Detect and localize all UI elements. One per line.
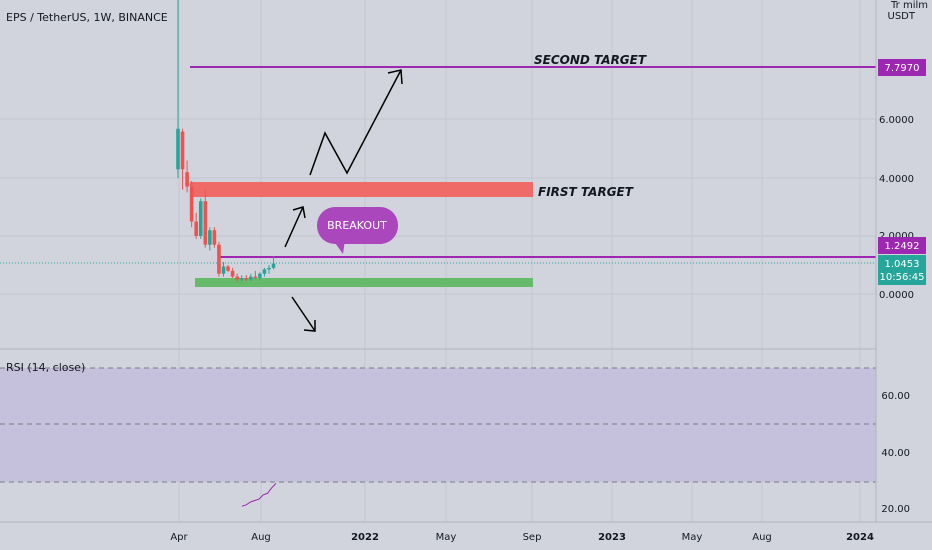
rsi-y-tick: 60.00 <box>881 391 910 402</box>
candle-down[interactable] <box>226 266 230 271</box>
candle-down[interactable] <box>230 270 235 277</box>
y-tick: 4.0000 <box>879 174 914 185</box>
y-tick: 6.0000 <box>879 115 914 126</box>
candle-down[interactable] <box>189 186 194 222</box>
x-tick: Apr <box>170 532 188 543</box>
candle-down[interactable] <box>235 276 239 280</box>
zigzag-arrow[interactable] <box>309 69 402 176</box>
x-tick: 2024 <box>846 532 874 543</box>
symbol-title[interactable]: EPS / TetherUS, 1W, BINANCE <box>6 11 168 24</box>
candle-down[interactable] <box>244 278 249 280</box>
candles-group[interactable] <box>176 0 276 283</box>
x-tick: Aug <box>752 532 772 543</box>
time-axis[interactable]: Apr Aug 2022 May Sep 2023 May Aug 2024 <box>0 521 932 550</box>
candle-down[interactable] <box>253 276 258 279</box>
down-arrow-head <box>303 320 316 332</box>
candle-down[interactable] <box>203 201 208 245</box>
rsi-band <box>0 368 876 482</box>
x-tick: 2023 <box>598 532 626 543</box>
horizontal-grid <box>0 118 876 295</box>
up-arrow[interactable] <box>284 206 304 248</box>
breakout-price: 1.2492 <box>885 241 920 252</box>
candle-down[interactable] <box>185 172 189 187</box>
y-tick: 0.0000 <box>879 290 914 301</box>
rsi-line <box>241 483 277 507</box>
second-target-price: 7.7970 <box>885 63 920 74</box>
candle-up[interactable] <box>249 276 253 280</box>
up-arrow-head <box>292 206 306 219</box>
x-tick: May <box>436 532 457 543</box>
down-arrow[interactable] <box>291 296 316 332</box>
support-zone[interactable] <box>195 278 533 287</box>
candle-down[interactable] <box>217 244 221 274</box>
currency-label: USDT <box>888 11 916 22</box>
candle-up[interactable] <box>208 230 212 245</box>
first-target-label: FIRST TARGET <box>538 185 634 199</box>
candle-up[interactable] <box>176 128 180 170</box>
candle-down[interactable] <box>212 230 217 245</box>
last-price: 1.0453 <box>885 259 920 270</box>
breakout-callout[interactable]: BREAKOUT <box>317 207 398 254</box>
price-axis[interactable]: Tr milm USDT 6.0000 4.0000 2.0000 0.0000… <box>875 0 932 550</box>
last-price-badge <box>878 255 926 285</box>
projection-arrows[interactable] <box>284 69 403 332</box>
candle-up[interactable] <box>258 273 262 279</box>
rsi-title[interactable]: RSI (14, close) <box>6 361 85 374</box>
candle-up[interactable] <box>198 201 203 236</box>
x-tick: May <box>682 532 703 543</box>
price-pane[interactable] <box>0 0 876 348</box>
bar-countdown: 10:56:45 <box>880 272 925 283</box>
x-tick: Aug <box>251 532 271 543</box>
x-tick: 2022 <box>351 532 379 543</box>
y-tick: 2.0000 <box>879 231 914 242</box>
first-target-zone[interactable] <box>190 182 533 197</box>
candle-down[interactable] <box>180 131 185 170</box>
rsi-y-tick: 20.00 <box>881 504 910 515</box>
second-target-label: SECOND TARGET <box>534 53 647 67</box>
candle-up[interactable] <box>239 278 244 280</box>
zigzag-arrow-head <box>387 69 403 85</box>
candle-up[interactable] <box>262 269 267 274</box>
second-target-price-badge <box>878 59 926 76</box>
rsi-band-lines <box>0 367 876 483</box>
x-tick: Sep <box>523 532 542 543</box>
candle-up[interactable] <box>267 267 271 270</box>
breakout-label: BREAKOUT <box>327 219 387 232</box>
candle-up[interactable] <box>221 266 226 274</box>
scale-label: Tr milm <box>890 0 928 11</box>
breakout-price-badge <box>878 237 926 254</box>
rsi-y-tick: 40.00 <box>881 448 910 459</box>
candle-up[interactable] <box>271 263 276 268</box>
candle-down[interactable] <box>194 221 198 237</box>
